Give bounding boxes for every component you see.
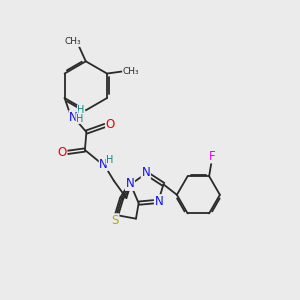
Text: H: H: [106, 154, 113, 165]
Text: N: N: [141, 166, 150, 179]
Text: N: N: [73, 109, 82, 122]
Text: H: H: [76, 114, 83, 124]
Text: S: S: [111, 214, 119, 227]
Text: N: N: [154, 195, 163, 208]
Text: CH₃: CH₃: [123, 67, 139, 76]
Text: H: H: [77, 105, 85, 115]
Text: CH₃: CH₃: [64, 38, 81, 46]
Text: O: O: [58, 146, 67, 160]
Text: F: F: [208, 150, 215, 163]
Text: O: O: [106, 118, 115, 131]
Text: N: N: [69, 111, 78, 124]
Text: N: N: [99, 158, 108, 170]
Text: N: N: [126, 177, 134, 190]
